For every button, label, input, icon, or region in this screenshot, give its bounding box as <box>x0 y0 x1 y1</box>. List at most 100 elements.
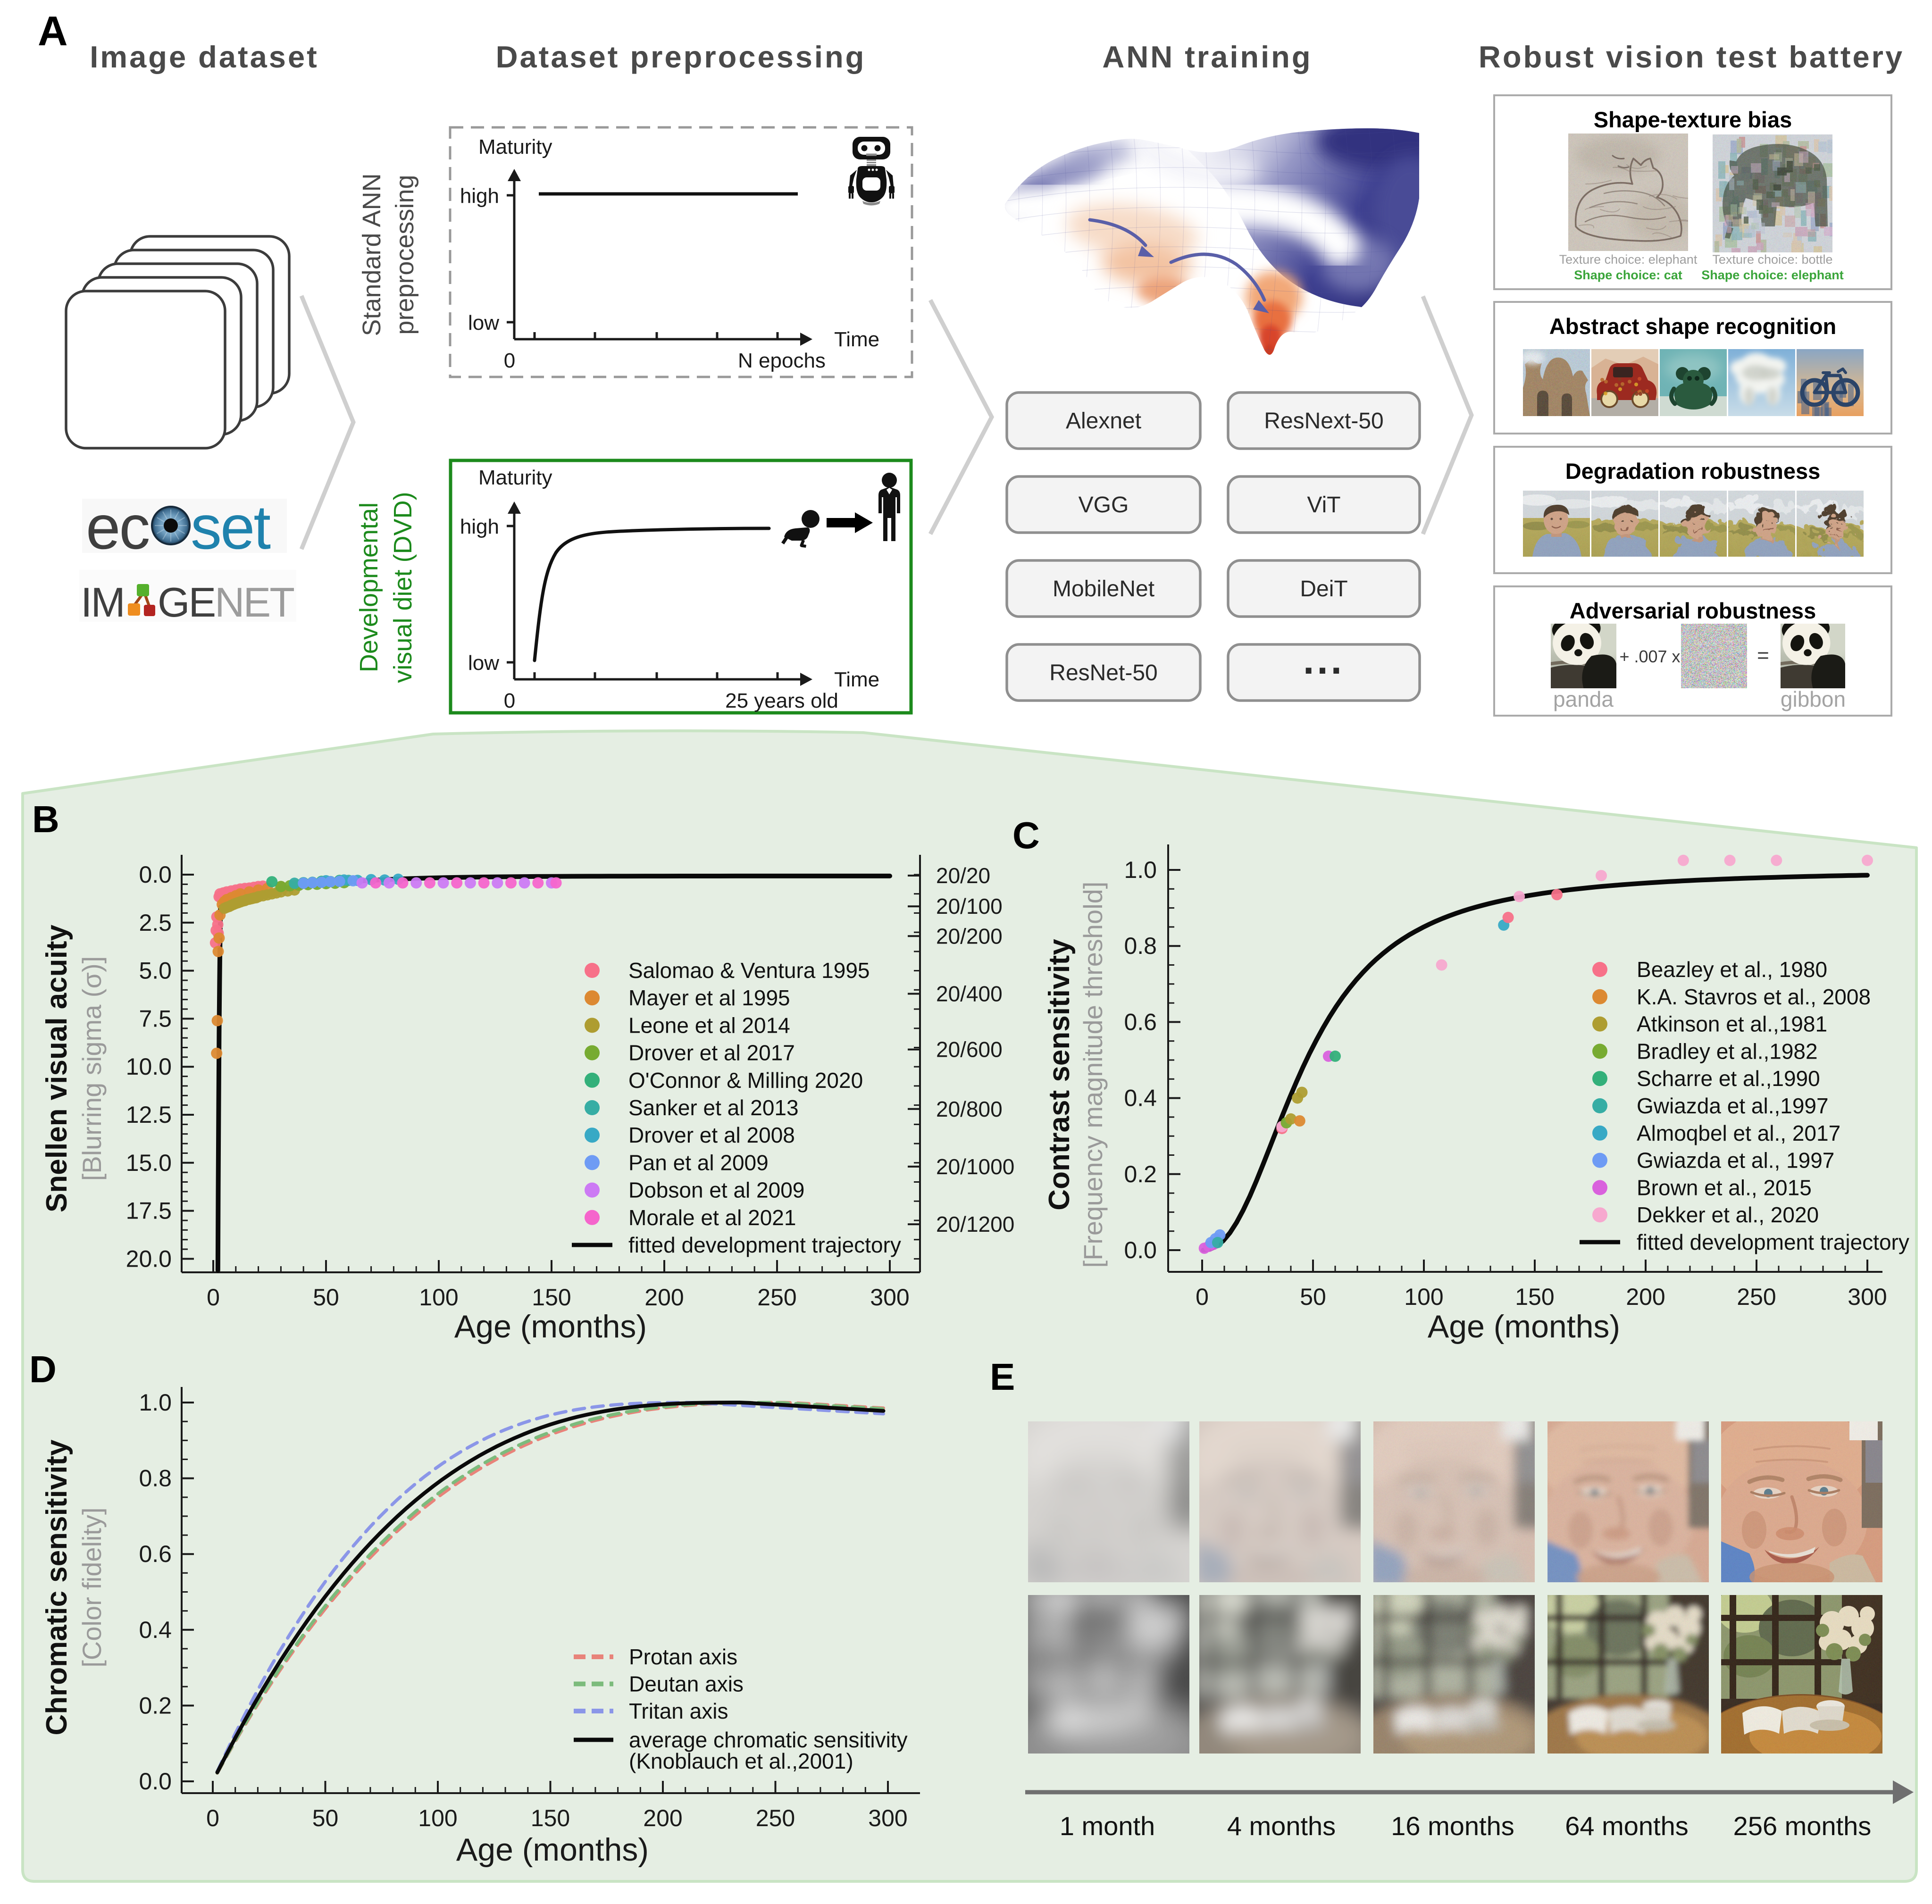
svg-text:+ .007 x: + .007 x <box>1619 647 1680 666</box>
svg-text:1.0: 1.0 <box>139 1389 172 1416</box>
svg-text:Leone et al 2014: Leone et al 2014 <box>628 1013 790 1037</box>
svg-text:B: B <box>32 798 59 840</box>
svg-text:Age (months): Age (months) <box>454 1309 647 1344</box>
svg-text:50: 50 <box>1300 1284 1326 1310</box>
svg-text:Texture choice: elephant: Texture choice: elephant <box>1559 252 1698 267</box>
svg-text:25 years old: 25 years old <box>725 689 838 712</box>
svg-text:ec: ec <box>86 493 149 562</box>
svg-text:0.0: 0.0 <box>139 1768 172 1795</box>
svg-text:Dataset preprocessing: Dataset preprocessing <box>496 40 866 74</box>
svg-text:Drover et al 2017: Drover et al 2017 <box>628 1041 795 1065</box>
svg-text:Brown et al., 2015: Brown et al., 2015 <box>1637 1175 1812 1200</box>
svg-text:Chromatic sensitivity: Chromatic sensitivity <box>41 1439 73 1736</box>
svg-text:Deutan axis: Deutan axis <box>629 1672 744 1696</box>
svg-text:O'Connor & Milling 2020: O'Connor & Milling 2020 <box>628 1068 863 1093</box>
svg-text:C: C <box>1012 814 1040 856</box>
svg-text:Protan axis: Protan axis <box>629 1645 737 1669</box>
svg-text:Time: Time <box>834 328 879 351</box>
svg-text:100: 100 <box>418 1805 457 1831</box>
svg-text:Mayer et al 1995: Mayer et al 1995 <box>628 985 790 1010</box>
svg-text:10.0: 10.0 <box>126 1053 172 1080</box>
svg-text:VGG: VGG <box>1079 493 1129 518</box>
svg-text:N epochs: N epochs <box>738 349 826 372</box>
svg-text:average chromatic sensitivity: average chromatic sensitivity <box>629 1728 908 1752</box>
svg-text:Alexnet: Alexnet <box>1066 409 1141 434</box>
svg-text:low: low <box>468 311 499 334</box>
svg-text:GE: GE <box>158 579 215 626</box>
svg-text:12.5: 12.5 <box>126 1102 172 1128</box>
svg-text:1.0: 1.0 <box>1124 857 1157 883</box>
svg-text:Almoqbel et al., 2017: Almoqbel et al., 2017 <box>1637 1121 1840 1145</box>
svg-text:low: low <box>468 651 499 675</box>
svg-text:Shape-texture bias: Shape-texture bias <box>1594 107 1792 132</box>
svg-text:Developmental: Developmental <box>355 502 383 672</box>
svg-text:0.4: 0.4 <box>1124 1085 1157 1111</box>
svg-text:Atkinson et al.,1981: Atkinson et al.,1981 <box>1637 1012 1827 1036</box>
svg-text:256 months: 256 months <box>1733 1811 1872 1841</box>
svg-text:Beazley et al., 1980: Beazley et al., 1980 <box>1637 957 1827 982</box>
svg-text:7.5: 7.5 <box>139 1005 172 1032</box>
svg-text:0.2: 0.2 <box>1124 1161 1157 1187</box>
svg-text:Gwiazda et al.,1997: Gwiazda et al.,1997 <box>1637 1094 1829 1118</box>
svg-text:K.A. Stavros et al., 2008: K.A. Stavros et al., 2008 <box>1637 985 1871 1009</box>
svg-text:20/20: 20/20 <box>936 863 990 888</box>
svg-text:200: 200 <box>643 1805 682 1831</box>
svg-text:[Color fidelity]: [Color fidelity] <box>77 1507 107 1667</box>
svg-text:0.4: 0.4 <box>139 1617 172 1643</box>
svg-text:Pan et al 2009: Pan et al 2009 <box>628 1150 769 1175</box>
svg-text:[Blurring sigma (σ)]: [Blurring sigma (σ)] <box>77 956 107 1181</box>
svg-text:20.0: 20.0 <box>126 1245 172 1272</box>
svg-text:0.2: 0.2 <box>139 1692 172 1719</box>
svg-text:250: 250 <box>756 1805 795 1831</box>
svg-text:20/1200: 20/1200 <box>936 1212 1014 1236</box>
svg-text:20/200: 20/200 <box>936 924 1003 948</box>
svg-text:Morale et al 2021: Morale et al 2021 <box>628 1205 796 1230</box>
svg-text:0.8: 0.8 <box>139 1465 172 1492</box>
svg-text:Scharre et al.,1990: Scharre et al.,1990 <box>1637 1066 1820 1091</box>
svg-text:fitted development trajectory: fitted development trajectory <box>628 1233 901 1257</box>
svg-text:Adversarial robustness: Adversarial robustness <box>1570 598 1816 623</box>
svg-text:...: ... <box>1303 638 1345 682</box>
svg-text:20/400: 20/400 <box>936 982 1003 1006</box>
svg-text:0.6: 0.6 <box>1124 1009 1157 1035</box>
svg-text:0: 0 <box>504 689 515 712</box>
svg-text:Age (months): Age (months) <box>1428 1309 1620 1344</box>
svg-text:Maturity: Maturity <box>478 135 552 159</box>
svg-text:100: 100 <box>419 1284 458 1311</box>
svg-text:100: 100 <box>1404 1284 1443 1310</box>
svg-text:Age (months): Age (months) <box>456 1832 649 1868</box>
svg-text:visual diet (DVD): visual diet (DVD) <box>389 492 417 683</box>
svg-text:IM: IM <box>81 579 124 626</box>
svg-text:0.0: 0.0 <box>1124 1237 1157 1263</box>
svg-text:200: 200 <box>644 1284 684 1311</box>
svg-text:0.8: 0.8 <box>1124 933 1157 959</box>
svg-text:300: 300 <box>868 1805 907 1831</box>
svg-text:300: 300 <box>870 1284 909 1311</box>
svg-text:2.5: 2.5 <box>139 910 172 936</box>
svg-text:5.0: 5.0 <box>139 958 172 984</box>
svg-text:Abstract shape recognition: Abstract shape recognition <box>1549 314 1837 339</box>
svg-text:Time: Time <box>834 668 879 691</box>
svg-text:Degradation robustness: Degradation robustness <box>1565 459 1821 484</box>
svg-text:Bradley et al.,1982: Bradley et al.,1982 <box>1637 1039 1818 1063</box>
svg-text:20/600: 20/600 <box>936 1037 1003 1062</box>
svg-text:0: 0 <box>504 349 515 372</box>
svg-text:1 month: 1 month <box>1060 1811 1155 1841</box>
svg-text:0.6: 0.6 <box>139 1541 172 1567</box>
svg-text:Shape choice: elephant: Shape choice: elephant <box>1701 268 1844 282</box>
svg-text:Gwiazda et al., 1997: Gwiazda et al., 1997 <box>1637 1148 1834 1173</box>
svg-text:DeiT: DeiT <box>1300 576 1347 601</box>
svg-text:50: 50 <box>313 1284 339 1311</box>
svg-text:Tritan axis: Tritan axis <box>629 1699 728 1723</box>
svg-text:150: 150 <box>531 1805 570 1831</box>
svg-text:200: 200 <box>1626 1284 1665 1310</box>
svg-text:0: 0 <box>1196 1284 1209 1310</box>
svg-text:A: A <box>38 8 68 54</box>
svg-text:15.0: 15.0 <box>126 1150 172 1176</box>
svg-text:150: 150 <box>1515 1284 1554 1310</box>
svg-text:150: 150 <box>532 1284 571 1311</box>
svg-text:20/100: 20/100 <box>936 894 1003 919</box>
svg-text:(Knoblauch et al.,2001): (Knoblauch et al.,2001) <box>629 1749 853 1773</box>
svg-text:Drover et al 2008: Drover et al 2008 <box>628 1123 795 1147</box>
svg-text:300: 300 <box>1848 1284 1887 1310</box>
